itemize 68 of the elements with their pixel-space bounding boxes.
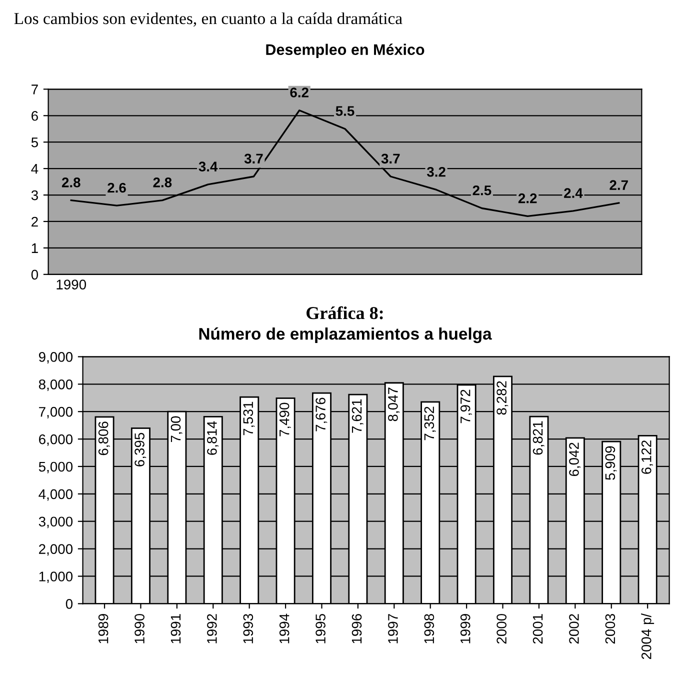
data-label: 7,972 [460, 390, 472, 424]
data-label: 3.2 [426, 166, 446, 177]
data-label: 6,821 [532, 421, 544, 455]
y-tick-label: 0 [31, 270, 38, 280]
data-label: 7,531 [243, 402, 255, 436]
data-label: 5.5 [336, 106, 354, 116]
y-tick-label: 7 [32, 84, 38, 94]
text: Los cambios son evidentes, en cuanto a la caída dramática [14, 12, 402, 27]
y-tick-label: 0 [66, 599, 73, 609]
y-tick-label: 6 [32, 110, 38, 121]
y-tick-label: 1,000 [39, 572, 73, 584]
data-label: 3.4 [198, 162, 218, 172]
data-label: 6,806 [98, 422, 110, 456]
data-label: 2.8 [62, 178, 80, 188]
y-tick-label: 4,000 [38, 489, 73, 501]
x-tick-label: 1991 [170, 614, 181, 644]
data-label: 2.6 [108, 182, 126, 193]
chart-subtitle: Número de emplazamientos a huelga [199, 327, 492, 344]
data-label: 2.7 [610, 180, 628, 190]
y-tick-label: 3,000 [38, 516, 73, 528]
x-tick-label: 2000 [496, 614, 506, 644]
x-tick-label: 1993 [243, 614, 254, 644]
data-label: 7,621 [352, 399, 364, 433]
y-tick-label: 3 [31, 190, 38, 200]
y-tick-label: 5 [31, 138, 38, 148]
data-label: 3.7 [381, 154, 400, 164]
x-tick-label: 1995 [316, 614, 326, 644]
y-tick-label: 5,000 [38, 462, 73, 474]
data-label: 6,042 [569, 442, 581, 476]
data-label: 2.8 [153, 178, 172, 188]
x-tick-label: 1989 [98, 614, 108, 644]
chart-title: Desempleo en México [266, 44, 424, 58]
y-tick-label: 1 [32, 243, 38, 253]
annotation: 7,00 [170, 416, 182, 442]
x-tick-label: 1990 [134, 614, 144, 644]
data-label: 8,047 [388, 388, 400, 422]
data-label: 3.7 [244, 154, 263, 164]
data-label: 6,395 [134, 432, 146, 466]
x-tick-label: 2002 [569, 614, 579, 644]
x-tick-label: 1990 [56, 280, 86, 290]
data-label: 8,282 [496, 381, 508, 415]
x-tick-label: 1992 [207, 614, 217, 644]
y-tick-label: 9,000 [38, 352, 73, 364]
chart-title: Gráfica 8: [306, 306, 383, 320]
data-label: 5,909 [605, 446, 617, 480]
data-label: 7,676 [316, 398, 328, 432]
x-tick-label: 2004 p/ [641, 613, 654, 660]
data-label: 6.2 [290, 88, 308, 98]
y-tick-label: 6,000 [39, 434, 73, 446]
data-label: 7,490 [279, 402, 291, 436]
data-label: 2.4 [564, 188, 583, 198]
x-tick-label: 1998 [424, 614, 434, 644]
y-tick-label: 2,000 [39, 544, 73, 556]
data-label: 2.2 [518, 193, 537, 204]
x-tick-label: 1994 [279, 614, 290, 644]
data-label: 2.5 [472, 185, 492, 196]
y-tick-label: 4 [31, 164, 38, 174]
data-label: 6,814 [207, 421, 218, 455]
x-tick-label: 1999 [460, 614, 470, 644]
y-tick-label: 7,000 [39, 406, 73, 418]
y-tick-label: 2 [32, 216, 38, 227]
x-tick-label: 2003 [605, 614, 616, 644]
x-tick-label: 2001 [532, 614, 543, 644]
data-label: 6,122 [641, 440, 653, 474]
y-tick-label: 8,000 [38, 379, 73, 391]
x-tick-label: 1996 [352, 614, 362, 644]
x-tick-label: 1997 [388, 614, 398, 644]
data-label: 7,352 [424, 406, 436, 440]
